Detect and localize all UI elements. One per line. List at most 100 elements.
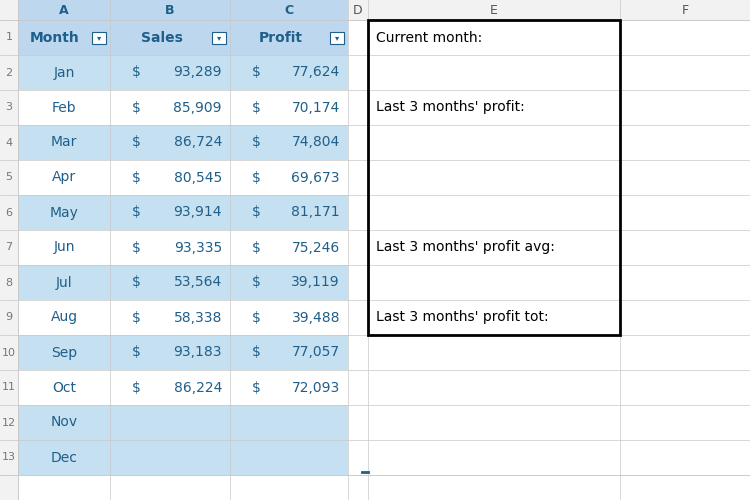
Bar <box>368 370 750 405</box>
Bar <box>620 0 750 20</box>
Bar <box>18 405 348 440</box>
Bar <box>18 195 348 230</box>
Bar <box>368 265 750 300</box>
Bar <box>348 440 368 475</box>
Bar <box>18 370 348 405</box>
Text: 4: 4 <box>5 138 13 147</box>
Bar <box>230 0 348 20</box>
Text: 86,224: 86,224 <box>173 380 222 394</box>
Bar <box>348 335 368 370</box>
Bar <box>348 20 368 55</box>
Bar <box>18 160 348 195</box>
Bar <box>212 32 226 44</box>
Text: Profit: Profit <box>259 30 303 44</box>
Text: 58,338: 58,338 <box>173 310 222 324</box>
Text: Jun: Jun <box>53 240 75 254</box>
Text: E: E <box>490 4 498 16</box>
Text: Aug: Aug <box>50 310 77 324</box>
Text: $: $ <box>132 206 141 220</box>
Text: 75,246: 75,246 <box>292 240 340 254</box>
Bar <box>348 405 368 440</box>
Text: $: $ <box>132 380 141 394</box>
Text: C: C <box>284 4 293 16</box>
Text: Jan: Jan <box>53 66 75 80</box>
Bar <box>348 0 368 20</box>
Text: Jul: Jul <box>56 276 72 289</box>
Bar <box>368 405 750 440</box>
Text: Dec: Dec <box>50 450 77 464</box>
Bar <box>18 90 348 125</box>
Text: 93,289: 93,289 <box>173 66 222 80</box>
Bar <box>348 195 368 230</box>
Text: May: May <box>50 206 79 220</box>
Text: 77,624: 77,624 <box>292 66 340 80</box>
Text: $: $ <box>252 100 261 114</box>
Text: 72,093: 72,093 <box>292 380 340 394</box>
Text: $: $ <box>132 100 141 114</box>
Bar <box>0 0 18 20</box>
Bar <box>18 440 348 475</box>
Text: 2: 2 <box>5 68 13 78</box>
Text: 77,057: 77,057 <box>292 346 340 360</box>
Text: 13: 13 <box>2 452 16 462</box>
Text: Feb: Feb <box>52 100 76 114</box>
Text: Nov: Nov <box>50 416 77 430</box>
Text: $: $ <box>252 240 261 254</box>
Text: $: $ <box>132 66 141 80</box>
Text: Mar: Mar <box>51 136 77 149</box>
Text: 39,488: 39,488 <box>292 310 340 324</box>
Text: $: $ <box>252 380 261 394</box>
Text: $: $ <box>132 170 141 184</box>
Bar <box>330 32 344 44</box>
Text: Oct: Oct <box>52 380 76 394</box>
Bar <box>348 265 368 300</box>
Text: 9: 9 <box>5 312 13 322</box>
Text: 93,914: 93,914 <box>173 206 222 220</box>
Bar <box>18 20 348 55</box>
Text: 11: 11 <box>2 382 16 392</box>
Text: $: $ <box>252 346 261 360</box>
Text: $: $ <box>252 276 261 289</box>
Bar <box>368 160 750 195</box>
Bar <box>348 370 368 405</box>
Text: Month: Month <box>30 30 80 44</box>
Text: 1: 1 <box>5 32 13 42</box>
Bar <box>18 125 348 160</box>
Bar <box>368 20 620 335</box>
Bar <box>348 125 368 160</box>
Bar <box>18 300 348 335</box>
Text: Last 3 months' profit avg:: Last 3 months' profit avg: <box>376 240 555 254</box>
Text: $: $ <box>132 276 141 289</box>
Text: $: $ <box>132 240 141 254</box>
Text: $: $ <box>132 310 141 324</box>
Text: 93,335: 93,335 <box>174 240 222 254</box>
Bar <box>110 0 230 20</box>
Bar <box>18 335 348 370</box>
Bar <box>18 475 348 500</box>
Text: D: D <box>353 4 363 16</box>
Text: A: A <box>59 4 69 16</box>
Bar <box>348 55 368 90</box>
Text: Current month:: Current month: <box>376 30 482 44</box>
Bar <box>348 230 368 265</box>
Text: $: $ <box>132 346 141 360</box>
Bar <box>368 335 750 370</box>
Text: ▾: ▾ <box>217 34 221 42</box>
Bar <box>18 265 348 300</box>
Bar <box>348 160 368 195</box>
Text: F: F <box>682 4 688 16</box>
Text: 6: 6 <box>5 208 13 218</box>
Bar <box>368 230 750 265</box>
Bar <box>368 440 750 475</box>
Bar <box>368 20 750 55</box>
Bar <box>368 475 750 500</box>
Bar <box>0 0 18 500</box>
Text: $: $ <box>132 136 141 149</box>
Bar <box>368 195 750 230</box>
Text: 86,724: 86,724 <box>173 136 222 149</box>
Text: Sep: Sep <box>51 346 77 360</box>
Text: 70,174: 70,174 <box>292 100 340 114</box>
Text: 3: 3 <box>5 102 13 113</box>
Text: 39,119: 39,119 <box>291 276 340 289</box>
Text: 85,909: 85,909 <box>173 100 222 114</box>
